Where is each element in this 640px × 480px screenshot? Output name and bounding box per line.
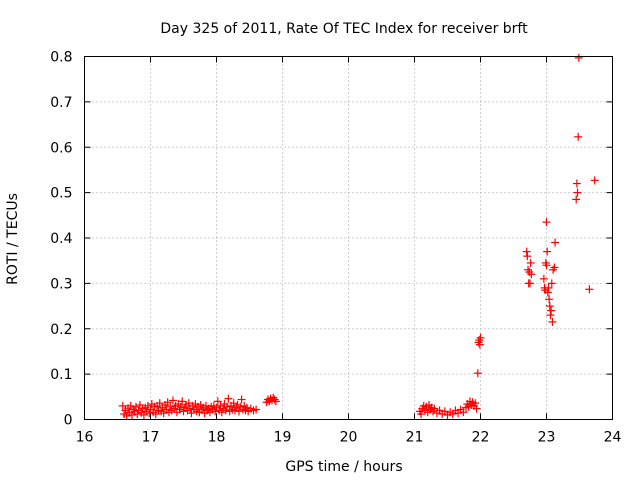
data-point: [229, 399, 238, 408]
data-point: [539, 274, 548, 283]
data-point: [544, 283, 553, 292]
data-point: [550, 263, 559, 272]
y-tick-label: 0.4: [50, 231, 72, 247]
data-point: [526, 258, 535, 267]
axis-ticks: 16 17 18 19 20 21 22 23 24 0 0.1 0.2 0.3 0.4 0.5 0.6 0.7…: [50, 50, 621, 446]
x-tick-label: 24: [604, 430, 622, 446]
data-point: [270, 395, 279, 404]
data-point: [476, 333, 485, 342]
y-tick-label: 0.2: [50, 322, 72, 338]
y-axis-label: ROTI / TECUs: [5, 193, 21, 285]
data-point: [168, 396, 177, 405]
y-tick-label: 0.1: [50, 367, 72, 383]
data-point: [417, 410, 426, 419]
data-points: [118, 53, 599, 420]
data-point: [527, 270, 536, 279]
data-point: [572, 179, 581, 188]
data-point: [166, 402, 175, 411]
x-tick-label: 20: [340, 430, 358, 446]
data-point: [224, 394, 233, 403]
data-point: [252, 405, 261, 414]
data-point: [179, 407, 188, 416]
data-point: [547, 306, 556, 315]
data-point: [163, 398, 172, 407]
data-point: [572, 195, 581, 204]
data-point: [234, 407, 243, 416]
data-point: [217, 408, 226, 417]
data-point: [542, 261, 551, 270]
data-point: [585, 285, 594, 294]
data-point: [545, 302, 554, 311]
data-point: [543, 247, 552, 256]
y-tick-label: 0.7: [50, 95, 72, 111]
plot-frame: [84, 56, 613, 420]
data-point: [271, 397, 280, 406]
data-point: [573, 188, 582, 197]
x-tick-label: 16: [76, 430, 94, 446]
data-point: [176, 402, 185, 411]
data-point: [542, 218, 551, 227]
data-point: [543, 288, 552, 297]
y-tick-label: 0.5: [50, 186, 72, 202]
x-tick-label: 22: [472, 430, 490, 446]
data-point: [473, 369, 482, 378]
data-point: [213, 397, 222, 406]
x-tick-label: 21: [406, 430, 424, 446]
data-point: [574, 132, 583, 141]
data-point: [526, 279, 534, 288]
data-point: [145, 409, 154, 418]
x-tick-label: 18: [208, 430, 226, 446]
data-point: [118, 401, 127, 410]
data-point: [547, 279, 556, 288]
data-point: [223, 402, 232, 411]
data-point: [221, 406, 230, 415]
y-tick-label: 0.3: [50, 276, 72, 292]
chart-title: Day 325 of 2011, Rate Of TEC Index for r…: [160, 21, 528, 37]
data-point: [546, 311, 555, 320]
grid-lines: [84, 56, 613, 420]
data-point: [471, 399, 480, 408]
data-point: [475, 340, 484, 349]
data-point: [472, 404, 481, 413]
x-axis-label: GPS time / hours: [285, 459, 402, 475]
data-point: [522, 247, 531, 256]
data-point: [523, 252, 532, 261]
y-tick-label: 0.8: [50, 50, 72, 66]
data-point: [459, 408, 468, 417]
data-point: [155, 399, 164, 408]
y-tick-label: 0: [64, 413, 73, 429]
x-tick-label: 23: [538, 430, 556, 446]
x-tick-label: 17: [142, 430, 160, 446]
data-point: [574, 53, 583, 62]
x-tick-label: 19: [274, 430, 292, 446]
data-point: [133, 410, 142, 419]
y-tick-label: 0.6: [50, 140, 72, 156]
data-point: [237, 395, 246, 404]
data-point: [548, 317, 557, 326]
data-point: [178, 397, 187, 406]
data-point: [430, 404, 439, 413]
data-point: [242, 403, 251, 412]
data-point: [590, 176, 599, 185]
data-point: [211, 407, 220, 416]
data-point: [551, 238, 560, 247]
data-point: [545, 295, 554, 304]
